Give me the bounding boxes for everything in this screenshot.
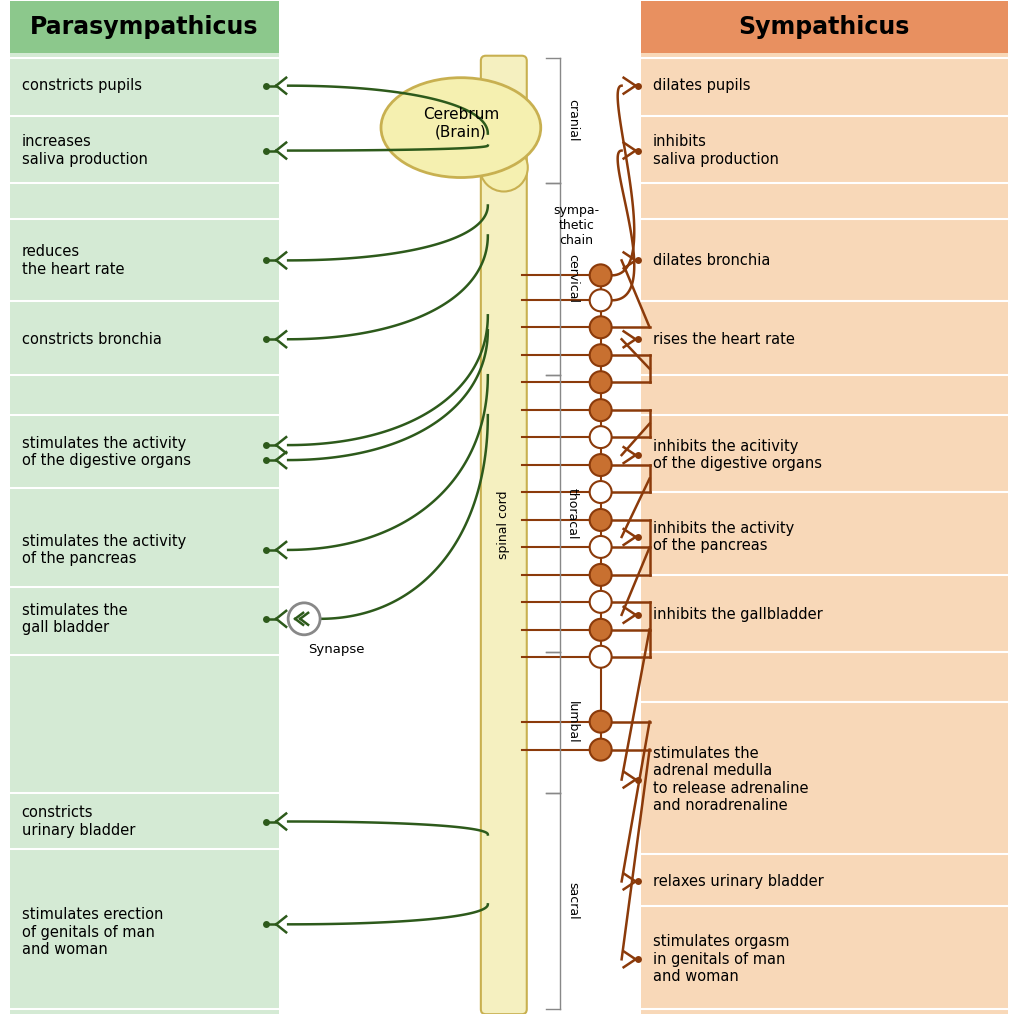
Text: dilates bronchia: dilates bronchia [652, 253, 770, 268]
Ellipse shape [480, 143, 528, 192]
Text: reduces
the heart rate: reduces the heart rate [21, 245, 124, 277]
Circle shape [590, 591, 612, 613]
Text: Parasympathicus: Parasympathicus [30, 15, 258, 39]
Circle shape [590, 646, 612, 668]
Circle shape [590, 564, 612, 586]
Text: sacral: sacral [566, 882, 579, 920]
Circle shape [590, 317, 612, 338]
Text: stimulates the activity
of the pancreas: stimulates the activity of the pancreas [21, 534, 185, 566]
Text: stimulates erection
of genitals of man
and woman: stimulates erection of genitals of man a… [21, 907, 163, 957]
FancyBboxPatch shape [481, 56, 527, 1014]
Circle shape [590, 454, 612, 476]
Circle shape [590, 536, 612, 558]
Circle shape [590, 481, 612, 503]
Text: lumbal: lumbal [566, 700, 579, 743]
Text: Sympathicus: Sympathicus [738, 15, 910, 39]
Circle shape [590, 289, 612, 312]
Text: inhibits the gallbladder: inhibits the gallbladder [652, 607, 823, 622]
Text: Cerebrum
(Brain): Cerebrum (Brain) [422, 108, 499, 140]
Bar [9, 1, 280, 1014]
Bar [280, 1, 640, 1014]
Text: inhibits the activity
of the pancreas: inhibits the activity of the pancreas [652, 521, 794, 553]
Text: sympa-
thetic
chain: sympa- thetic chain [554, 204, 600, 247]
Text: constricts
urinary bladder: constricts urinary bladder [21, 805, 135, 837]
Text: thoracal: thoracal [566, 488, 579, 539]
Circle shape [590, 509, 612, 531]
Circle shape [590, 710, 612, 733]
Circle shape [590, 344, 612, 366]
Text: relaxes urinary bladder: relaxes urinary bladder [652, 874, 824, 889]
Text: stimulates the activity
of the digestive organs: stimulates the activity of the digestive… [21, 435, 190, 468]
Bar [640, 1, 1008, 1014]
Text: spinal cord: spinal cord [497, 490, 511, 559]
Text: constricts pupils: constricts pupils [21, 78, 142, 93]
Circle shape [590, 399, 612, 421]
Circle shape [590, 619, 612, 640]
Bar [9, 1, 280, 53]
Text: stimulates the
gall bladder: stimulates the gall bladder [21, 603, 128, 635]
Text: inhibits the acitivity
of the digestive organs: inhibits the acitivity of the digestive … [652, 438, 822, 471]
Text: dilates pupils: dilates pupils [652, 78, 750, 93]
Text: stimulates orgasm
in genitals of man
and woman: stimulates orgasm in genitals of man and… [652, 935, 789, 985]
Bar [640, 1, 1008, 53]
Ellipse shape [381, 78, 541, 178]
Circle shape [590, 426, 612, 448]
Text: inhibits
saliva production: inhibits saliva production [652, 134, 778, 166]
Text: cervical: cervical [566, 255, 579, 303]
Text: cranial: cranial [566, 98, 579, 141]
Text: increases
saliva production: increases saliva production [21, 134, 148, 166]
Circle shape [590, 264, 612, 286]
Text: rises the heart rate: rises the heart rate [652, 332, 794, 347]
Text: constricts bronchia: constricts bronchia [21, 332, 161, 347]
Text: stimulates the
adrenal medulla
to release adrenaline
and noradrenaline: stimulates the adrenal medulla to releas… [652, 746, 808, 813]
Circle shape [590, 371, 612, 393]
Circle shape [590, 739, 612, 760]
Text: Synapse: Synapse [308, 642, 365, 656]
Circle shape [288, 603, 320, 634]
